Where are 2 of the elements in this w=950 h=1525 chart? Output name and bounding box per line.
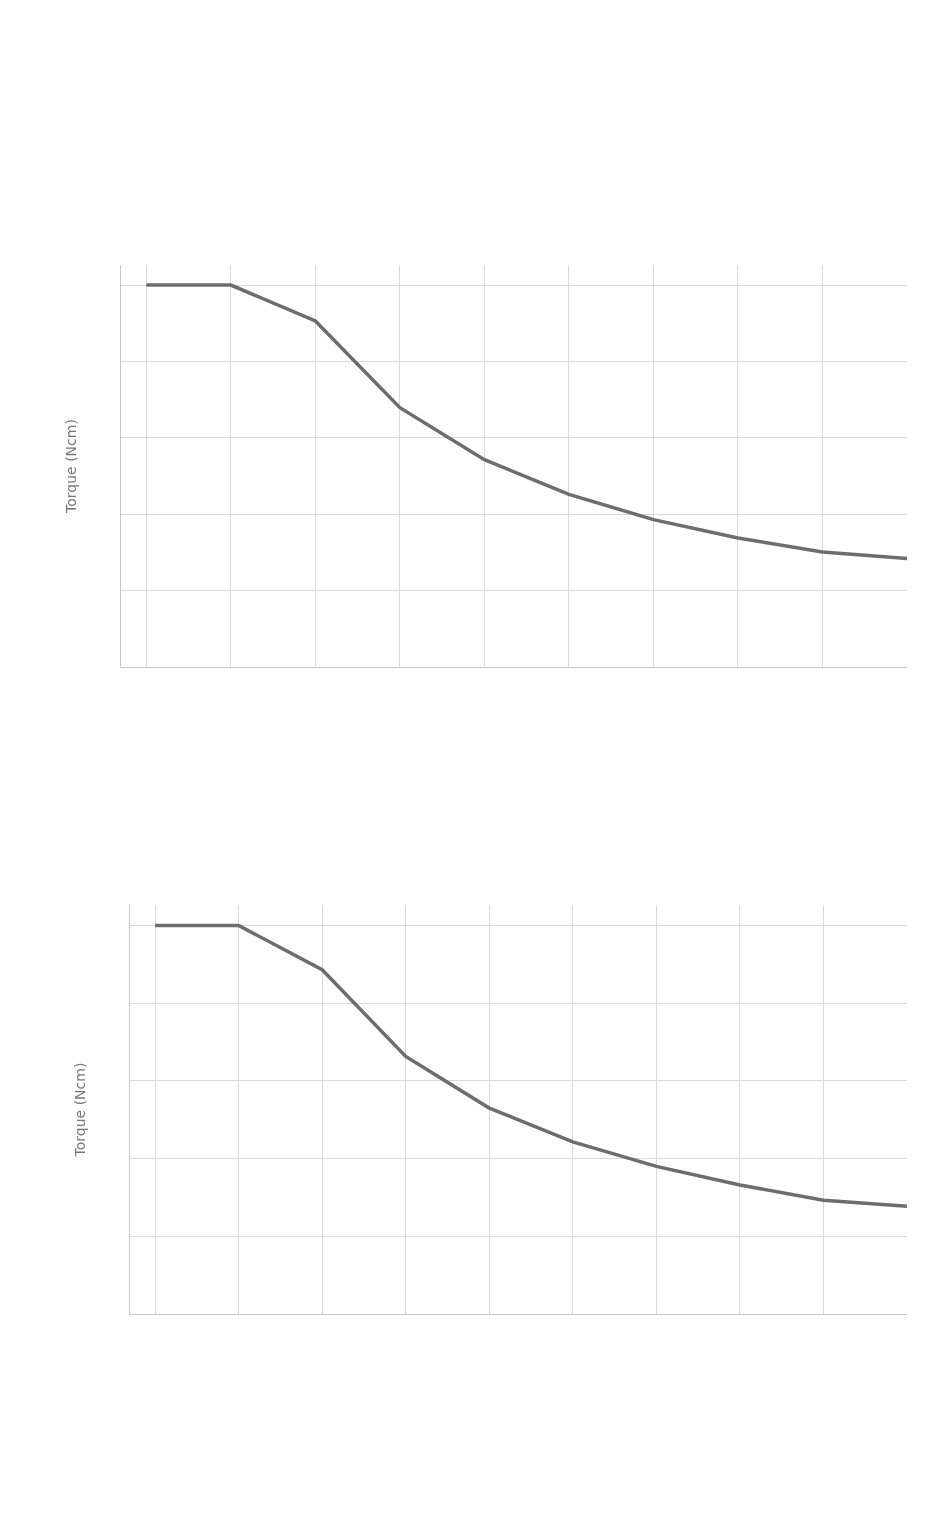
y-axis-title: Torque (Ncm) xyxy=(71,1062,88,1158)
y-axis-title: Torque (Ncm) xyxy=(62,419,79,514)
